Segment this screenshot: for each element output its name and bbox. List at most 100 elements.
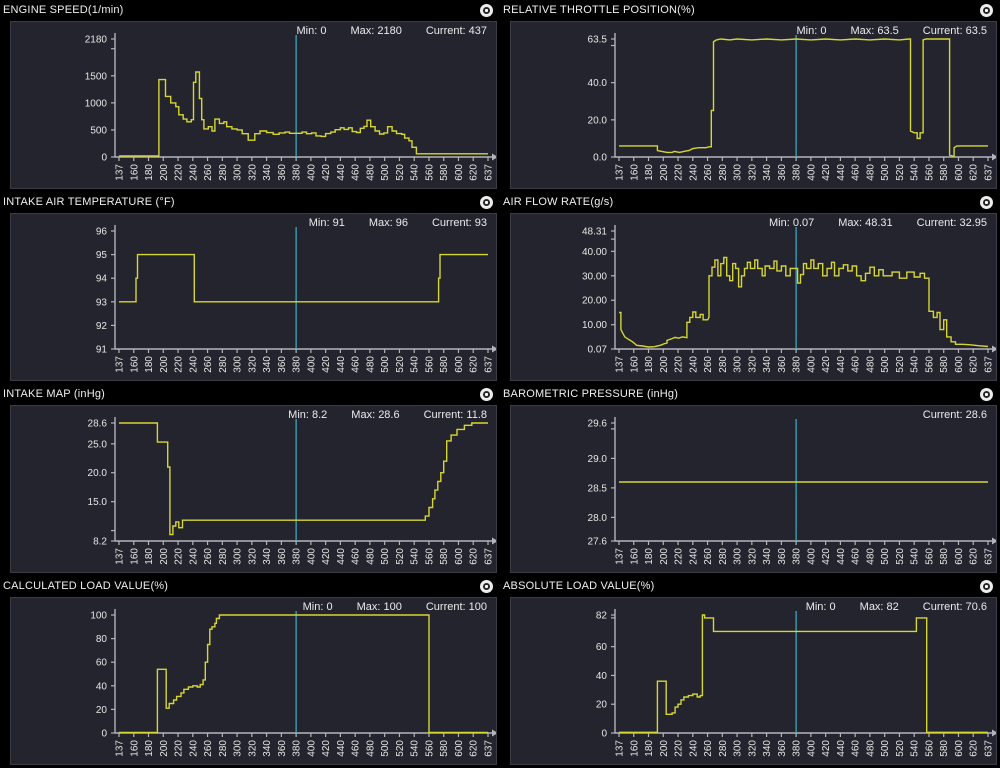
chart-canvas[interactable]: 29.6 29.0 28.5 28.0 27.6 137 160 180 200 220 240 26… xyxy=(511,406,996,572)
x-tick-label: 240 xyxy=(188,740,199,757)
x-tick-label: 420 xyxy=(321,164,332,181)
y-tick-label: 2180 xyxy=(85,35,108,46)
x-tick-label: 460 xyxy=(851,164,862,181)
x-tick-label: 500 xyxy=(380,740,391,757)
x-tick-label: 540 xyxy=(910,164,921,181)
x-tick-label: 400 xyxy=(806,740,817,757)
gear-icon[interactable] xyxy=(980,3,993,17)
y-tick-label: 92 xyxy=(96,321,108,332)
x-tick-label: 160 xyxy=(129,356,140,373)
chart-area: Min: 91 Max: 96 Current: 93 96 95 94 93 92 91 137… xyxy=(10,213,497,381)
x-tick-label: 600 xyxy=(454,164,465,181)
gear-icon[interactable] xyxy=(480,579,493,593)
x-tick-label: 440 xyxy=(336,164,347,181)
x-tick-label: 560 xyxy=(424,548,435,565)
x-tick-label: 620 xyxy=(469,164,480,181)
x-tick-label: 440 xyxy=(336,740,347,757)
x-tick-label: 500 xyxy=(880,356,891,373)
gear-icon[interactable] xyxy=(480,195,493,209)
x-tick-label: 620 xyxy=(969,356,980,373)
chart-canvas[interactable]: 2180 1500 1000 500 0 137 160 180 200 220 240 260 280… xyxy=(11,22,496,188)
panel-title: RELATIVE THROTTLE POSITION(%) xyxy=(503,4,695,16)
x-tick-label: 360 xyxy=(777,164,788,181)
panel-calculated-load-value: CALCULATED LOAD VALUE(%) Min: 0 Max: 100 Cu… xyxy=(0,576,500,768)
x-tick-label: 637 xyxy=(484,356,495,373)
x-tick-label: 620 xyxy=(469,548,480,565)
x-tick-label: 500 xyxy=(380,164,391,181)
x-tick-label: 280 xyxy=(718,164,729,181)
x-tick-label: 160 xyxy=(629,356,640,373)
y-tick-label: 94 xyxy=(96,274,108,285)
gear-icon[interactable] xyxy=(480,3,493,17)
x-tick-label: 420 xyxy=(321,356,332,373)
y-tick-label: 25.0 xyxy=(88,439,108,450)
y-tick-label: 10.00 xyxy=(582,320,607,331)
chart-stats: Min: 8.2 Max: 28.6 Current: 11.8 xyxy=(288,409,487,421)
x-tick-label: 400 xyxy=(806,356,817,373)
chart-canvas[interactable]: 63.5 40.0 20.0 0.0 137 160 180 200 220 240 260 280 3… xyxy=(511,22,996,188)
x-tick-label: 540 xyxy=(910,548,921,565)
y-tick-label: 0 xyxy=(101,729,107,740)
x-tick-label: 200 xyxy=(659,548,670,565)
x-tick-label: 400 xyxy=(306,356,317,373)
gear-icon[interactable] xyxy=(980,387,993,401)
x-tick-label: 180 xyxy=(144,164,155,181)
x-tick-label: 420 xyxy=(821,164,832,181)
x-tick-label: 420 xyxy=(321,548,332,565)
x-tick-label: 160 xyxy=(629,164,640,181)
x-tick-label: 280 xyxy=(218,548,229,565)
gear-icon[interactable] xyxy=(980,195,993,209)
panel-engine-speed: ENGINE SPEED(1/min) Min: 0 Max: 2180 Curren… xyxy=(0,0,500,192)
x-tick-label: 160 xyxy=(629,740,640,757)
x-tick-label: 560 xyxy=(424,356,435,373)
x-tick-label: 460 xyxy=(351,164,362,181)
x-tick-label: 560 xyxy=(924,356,935,373)
x-tick-label: 400 xyxy=(806,548,817,565)
stat-item: Current: 28.6 xyxy=(922,409,987,421)
x-tick-label: 460 xyxy=(851,740,862,757)
chart-area: Min: 0 Max: 2180 Current: 437 2180 1500 1000 5… xyxy=(10,21,497,189)
x-tick-label: 480 xyxy=(365,548,376,565)
chart-canvas[interactable]: 48.31 40.00 30.00 20.00 10.00 0.07 137 160 180 20… xyxy=(511,214,996,380)
x-tick-label: 220 xyxy=(674,164,685,181)
y-tick-label: 20.0 xyxy=(88,468,108,479)
x-tick-label: 440 xyxy=(836,740,847,757)
y-tick-label: 1000 xyxy=(85,98,108,109)
panel-title: ABSOLUTE LOAD VALUE(%) xyxy=(503,580,655,592)
x-tick-label: 600 xyxy=(454,740,465,757)
x-tick-label: 260 xyxy=(203,548,214,565)
panel-title: CALCULATED LOAD VALUE(%) xyxy=(3,580,169,592)
x-tick-label: 637 xyxy=(484,164,495,181)
y-tick-label: 28.5 xyxy=(588,483,608,494)
x-tick-label: 637 xyxy=(484,548,495,565)
x-tick-label: 400 xyxy=(806,164,817,181)
y-tick-label: 28.6 xyxy=(88,419,108,430)
x-tick-label: 200 xyxy=(159,356,170,373)
x-tick-label: 637 xyxy=(984,548,995,565)
x-tick-label: 260 xyxy=(703,548,714,565)
x-tick-label: 320 xyxy=(747,164,758,181)
panel-titlebar: ABSOLUTE LOAD VALUE(%) xyxy=(500,576,1000,596)
panel-titlebar: CALCULATED LOAD VALUE(%) xyxy=(0,576,500,596)
y-tick-label: 15.0 xyxy=(88,497,108,508)
x-tick-label: 360 xyxy=(277,740,288,757)
x-axis-arrow xyxy=(492,537,496,545)
gear-icon[interactable] xyxy=(980,579,993,593)
x-tick-label: 540 xyxy=(410,740,421,757)
x-tick-label: 340 xyxy=(762,740,773,757)
gear-icon[interactable] xyxy=(480,387,493,401)
y-tick-label: 95 xyxy=(96,250,108,261)
x-tick-label: 520 xyxy=(895,548,906,565)
stat-item: Min: 0 xyxy=(796,25,827,37)
x-tick-label: 580 xyxy=(439,740,450,757)
x-tick-label: 220 xyxy=(674,740,685,757)
chart-canvas[interactable]: 28.6 25.0 20.0 15.0 8.2 137 160 180 200 220 240 260… xyxy=(11,406,496,572)
x-tick-label: 520 xyxy=(895,164,906,181)
x-tick-label: 520 xyxy=(895,356,906,373)
series-line xyxy=(619,256,989,348)
panel-titlebar: ENGINE SPEED(1/min) xyxy=(0,0,500,20)
y-tick-label: 29.6 xyxy=(588,419,608,430)
